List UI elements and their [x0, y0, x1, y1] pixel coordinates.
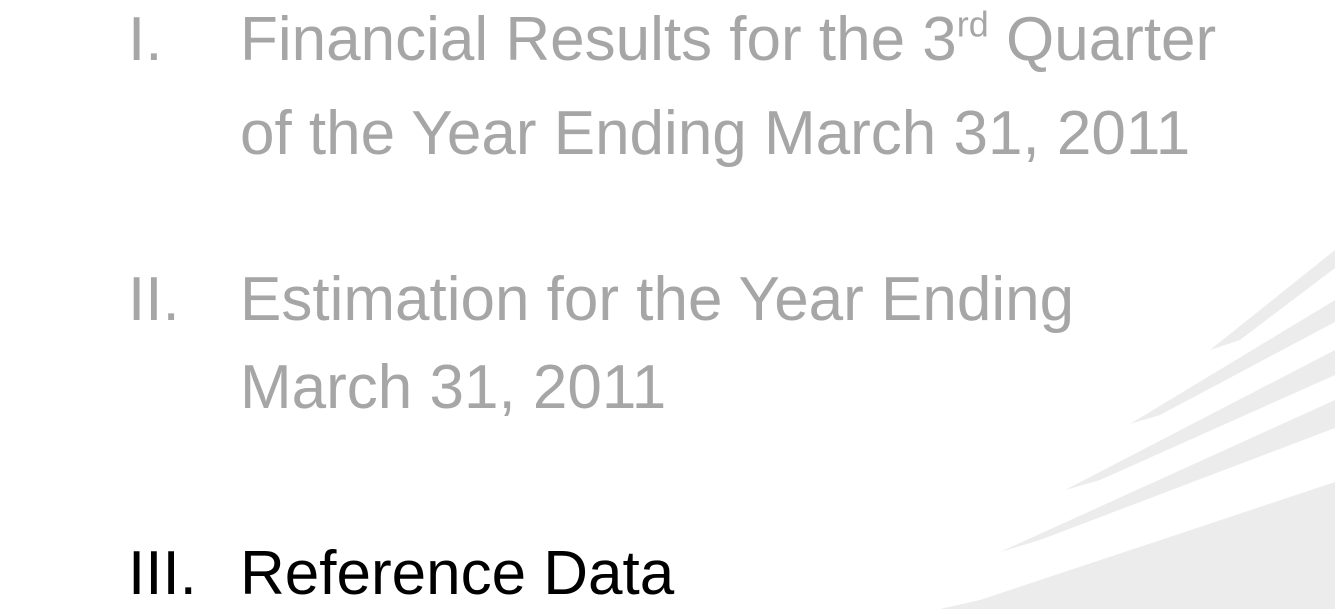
agenda-text-part: Estimation for the Year Ending	[240, 265, 1074, 334]
agenda-text-part: Reference Data	[240, 539, 674, 608]
agenda-text-part: Financial Results for the 3	[240, 5, 957, 74]
agenda-numeral: II.	[128, 264, 180, 336]
agenda-line: II. Estimation for the Year Ending	[0, 264, 1335, 336]
agenda-text-part: March 31, 2011	[240, 353, 666, 422]
superscript: rd	[957, 4, 989, 45]
agenda-text-part: Quarter	[989, 5, 1216, 74]
agenda-text-part: of the Year Ending March 31, 2011	[240, 99, 1190, 168]
slide: I. Financial Results for the 3rd Quarter o…	[0, 0, 1335, 609]
agenda-text: Reference Data	[240, 538, 674, 610]
agenda-text: of the Year Ending March 31, 2011	[240, 98, 1190, 170]
agenda-line: March 31, 2011	[0, 352, 1335, 424]
agenda-text: March 31, 2011	[240, 352, 666, 424]
agenda-line: III. Reference Data	[0, 538, 1335, 610]
agenda-line: of the Year Ending March 31, 2011	[0, 98, 1335, 170]
agenda-numeral: III.	[128, 538, 197, 610]
agenda-text: Estimation for the Year Ending	[240, 264, 1074, 336]
agenda-numeral: I.	[128, 4, 162, 76]
agenda-line: I. Financial Results for the 3rd Quarter	[0, 4, 1335, 76]
agenda-text: Financial Results for the 3rd Quarter	[240, 4, 1216, 76]
